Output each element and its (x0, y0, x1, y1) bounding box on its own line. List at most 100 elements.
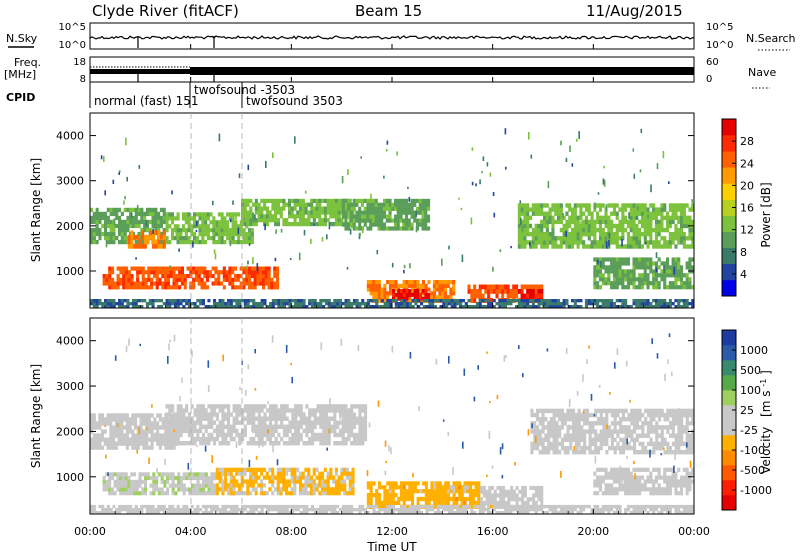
heat-cell (540, 244, 544, 249)
heat-cell (215, 432, 219, 438)
heat-cell (204, 436, 208, 442)
heat-cell (323, 467, 327, 472)
heat-cell (674, 261, 678, 266)
heat-cell (217, 274, 221, 279)
heat-cell (424, 289, 428, 294)
heat-cell (501, 305, 505, 309)
heat-cell (269, 428, 273, 434)
heat-cell (548, 211, 552, 216)
heat-cell (371, 202, 375, 207)
heat-cell (276, 281, 280, 286)
freq-ytick-top: 18 (73, 57, 86, 68)
heat-cell (274, 257, 277, 262)
heat-cell (369, 493, 373, 498)
heat-cell (294, 436, 298, 442)
heat-cell (682, 236, 686, 241)
heat-cell (517, 215, 521, 220)
heat-cell (296, 475, 300, 480)
heat-cell (165, 212, 169, 217)
heat-cell (682, 285, 686, 290)
heat-cell (615, 285, 619, 290)
heat-cell (413, 283, 417, 288)
heat-cell (364, 436, 368, 442)
heat-cell (106, 299, 110, 303)
heat-cell (101, 433, 105, 438)
heat-cell (554, 305, 558, 309)
heat-cell (326, 475, 330, 480)
heat-cell (396, 218, 400, 223)
heat-cell (124, 476, 128, 481)
heat-cell (171, 491, 175, 496)
heat-cell (660, 433, 664, 438)
heat-cell (120, 441, 124, 446)
heat-cell (105, 472, 109, 477)
heat-cell (526, 299, 530, 303)
heat-cell (366, 214, 370, 219)
heat-cell (531, 232, 535, 237)
heat-cell (179, 416, 183, 421)
heat-cell (226, 220, 230, 225)
heat-cell (294, 412, 298, 417)
heat-cell (249, 491, 253, 496)
heat-cell (237, 236, 241, 241)
heat-cell (211, 274, 215, 279)
heat-cell (475, 305, 479, 309)
heat-cell (290, 479, 294, 484)
heat-cell (239, 274, 243, 279)
heat-cell (293, 487, 297, 492)
heat-cell (394, 226, 398, 231)
heat-cell (432, 291, 436, 296)
heat-cell (246, 202, 250, 207)
heat-cell (337, 491, 341, 496)
heat-cell (224, 471, 228, 476)
heat-cell (347, 428, 351, 434)
heat-cell (267, 274, 271, 279)
heat-cell (371, 198, 375, 203)
heat-cell (452, 287, 456, 292)
heat-cell (156, 429, 160, 434)
heat-cell (652, 273, 656, 278)
heat-cell (425, 299, 429, 303)
heat-cell (111, 266, 115, 271)
heat-cell (668, 244, 672, 249)
heat-cell (120, 299, 124, 303)
heat-cell (165, 224, 169, 229)
heat-cell (92, 211, 96, 217)
heat-cell (408, 289, 412, 294)
heat-cell (569, 408, 573, 414)
heat-cell (241, 218, 245, 223)
heat-cell (218, 467, 222, 472)
heat-cell (455, 481, 459, 486)
heat-cell (674, 408, 678, 414)
heat-cell (210, 483, 214, 488)
heat-cell (469, 493, 473, 498)
heat-cell (352, 424, 356, 429)
heat-cell (443, 295, 447, 300)
heat-cell (523, 203, 527, 208)
heat-cell (196, 479, 200, 484)
heat-cell (573, 203, 577, 208)
heat-cell (134, 239, 138, 245)
heat-cell (358, 210, 362, 215)
heat-cell (624, 445, 628, 451)
heat-cell (397, 485, 401, 490)
heat-cell (419, 287, 423, 292)
heat-cell (207, 491, 211, 496)
heat-cell (615, 273, 619, 278)
heat-cell (188, 491, 192, 496)
heat-cell (643, 203, 647, 208)
heat-cell (538, 441, 542, 447)
heat-cell (534, 207, 538, 212)
heat-cell (674, 421, 678, 426)
heat-cell (276, 487, 280, 492)
heat-cell (582, 232, 586, 237)
heat-cell (228, 266, 232, 271)
heat-cell (101, 437, 105, 442)
heat-cell (579, 223, 583, 229)
heat-cell (271, 198, 275, 203)
heat-cell (234, 228, 238, 233)
heat-cell (599, 417, 603, 422)
heat-cell (287, 491, 291, 496)
heat-cell (491, 501, 494, 506)
heat-cell (192, 277, 196, 282)
